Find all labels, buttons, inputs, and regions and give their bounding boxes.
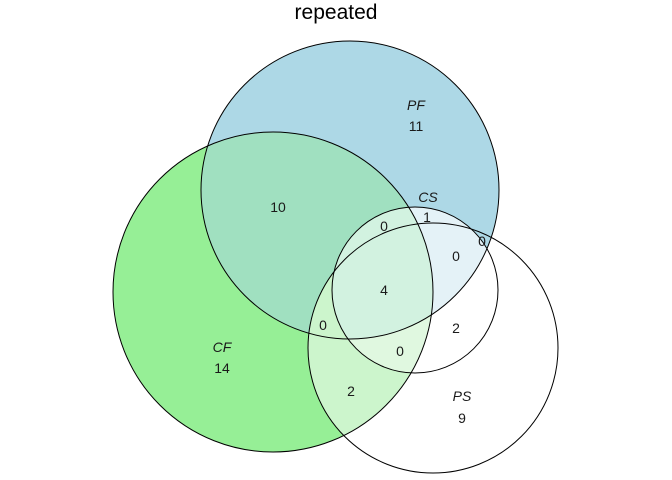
outline-cf: [112, 131, 434, 453]
diagram-title: repeated: [294, 1, 378, 24]
set-count-ps: 9: [458, 410, 466, 426]
region-count-cs-ps: 2: [452, 320, 460, 336]
cs-ps-pf-cf-wash: [332, 223, 433, 339]
outline-ps: [307, 222, 559, 474]
ps-wash: [308, 223, 433, 452]
region-count-cf-cs-ps-left: 0: [319, 317, 327, 333]
region-count-pf-cs-ps: 0: [452, 248, 460, 264]
set-count-pf: 11: [409, 118, 424, 134]
region-count-all: 4: [380, 282, 388, 298]
region-count-pf-cf: 10: [270, 199, 286, 215]
set-label-cs: CS: [418, 189, 438, 205]
region-count-cf-ps: 2: [347, 383, 355, 399]
region-count-pf-ps: 0: [478, 233, 486, 249]
outline-pf: [200, 40, 500, 340]
region-count-pf-cf-cs: 0: [380, 218, 388, 234]
set-label-cf: CF: [213, 339, 233, 355]
set-label-pf: PF: [407, 97, 426, 113]
set-count-cf: 14: [214, 360, 230, 376]
region-count-cf-cs-ps-bottom: 0: [396, 343, 404, 359]
outline-cs: [331, 206, 499, 374]
set-label-ps: PS: [453, 388, 472, 404]
region-count-pf-cs: 1: [423, 209, 431, 225]
